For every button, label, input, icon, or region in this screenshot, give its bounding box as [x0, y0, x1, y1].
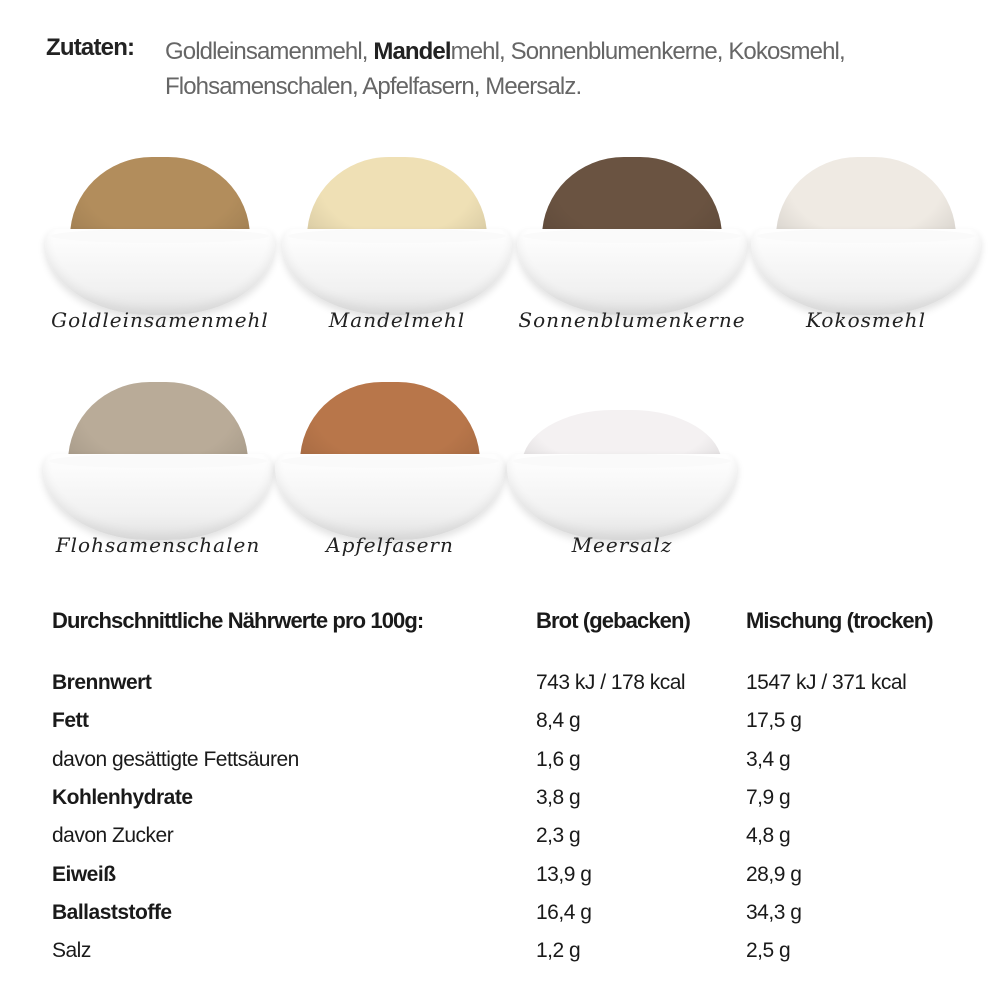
ingredient-label: Apfelfasern — [326, 533, 454, 557]
value-mischung: 17,5 g — [746, 709, 802, 733]
ingredients-part: Flohsamenschalen, Apfelfasern, Meersalz. — [165, 73, 582, 100]
nutrient-name: davon gesättigte Fettsäuren — [52, 747, 299, 771]
value-mischung: 34,3 g — [746, 900, 802, 924]
ingredient-label: Goldleinsamenmehl — [51, 308, 269, 332]
bowl-dish — [751, 229, 981, 315]
nutrient-name: davon Zucker — [52, 824, 174, 848]
value-mischung: 3,4 g — [746, 747, 791, 771]
ingredients-part: Goldleinsamenmehl, — [165, 38, 374, 65]
value-mischung: 1547 kJ / 371 kcal — [746, 671, 907, 694]
ingredients-bold: Mandel — [373, 38, 451, 65]
bowl-dish — [275, 454, 505, 540]
value-brot: 1,6 g — [536, 747, 581, 771]
ingredient-bowl — [282, 145, 512, 315]
nutrient-name: Eiweiß — [52, 862, 116, 886]
value-brot: 743 kJ / 178 kcal — [536, 671, 686, 694]
value-mischung: 7,9 g — [746, 785, 791, 809]
nutrient-name: Fett — [52, 709, 89, 733]
value-brot: 8,4 g — [536, 709, 581, 733]
value-mischung: 2,5 g — [746, 939, 791, 963]
ingredient-bowl — [275, 370, 505, 540]
bowl-dish — [43, 454, 273, 540]
ingredients-label: Zutaten: — [46, 34, 135, 61]
value-brot: 16,4 g — [536, 900, 592, 924]
bowl-dish — [517, 229, 747, 315]
column-header-mischung: Mischung (trocken) — [746, 608, 934, 633]
bowl-dish — [507, 454, 737, 540]
ingredient-bowl — [517, 145, 747, 315]
nutrient-name: Ballaststoffe — [52, 900, 172, 924]
ingredient-bowl — [751, 145, 981, 315]
ingredients-part: mehl, Sonnenblumenkerne, Kokosmehl, — [450, 38, 846, 65]
value-brot: 3,8 g — [536, 785, 581, 809]
ingredient-label: Flohsamenschalen — [55, 533, 261, 557]
value-mischung: 4,8 g — [746, 824, 791, 848]
ingredient-bowl — [43, 370, 273, 540]
ingredient-label: Meersalz — [571, 533, 673, 557]
nutrient-name: Brennwert — [52, 671, 152, 694]
ingredient-bowl — [45, 145, 275, 315]
ingredient-label: Kokosmehl — [806, 308, 926, 332]
ingredient-label: Mandelmehl — [328, 308, 466, 332]
nutrition-header: Durchschnittliche Nährwerte pro 100g: — [52, 608, 424, 633]
bowl-dish — [45, 229, 275, 315]
column-header-brot: Brot (gebacken) — [536, 608, 691, 633]
value-brot: 2,3 g — [536, 824, 581, 848]
bowl-dish — [282, 229, 512, 315]
value-brot: 1,2 g — [536, 939, 581, 963]
ingredients-text: Goldleinsamenmehl, Mandelmehl, Sonnenblu… — [165, 34, 965, 104]
nutrient-name: Kohlenhydrate — [52, 785, 193, 809]
value-brot: 13,9 g — [536, 862, 592, 886]
ingredient-bowl — [507, 370, 737, 540]
value-mischung: 28,9 g — [746, 862, 802, 886]
ingredient-label: Sonnenblumenkerne — [518, 308, 746, 332]
nutrient-name: Salz — [52, 939, 91, 963]
